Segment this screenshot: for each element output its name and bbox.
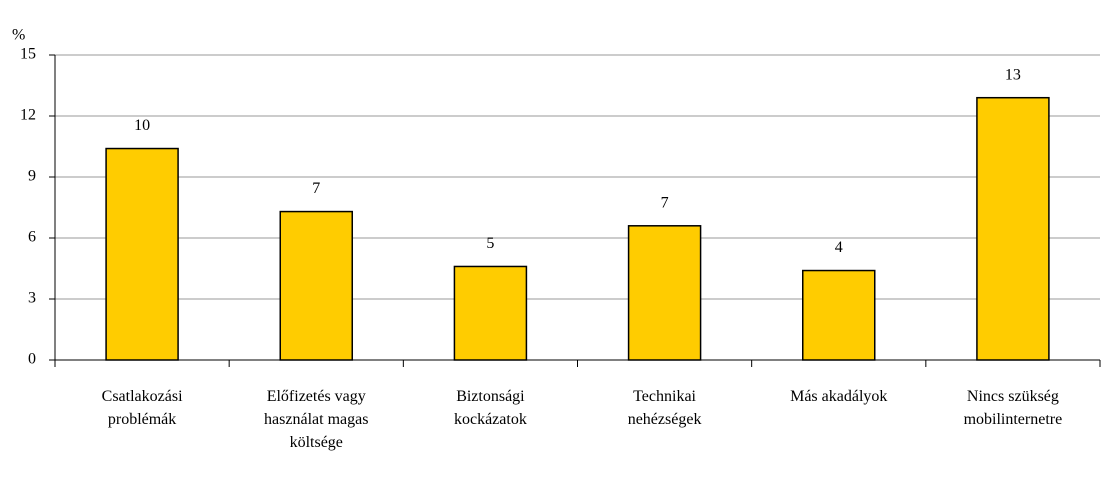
y-tick-label: 12 — [20, 107, 36, 124]
bar — [105, 147, 179, 361]
y-axis-label: % — [12, 27, 25, 44]
bar — [279, 210, 353, 361]
x-tick-label: Más akadályok — [790, 388, 888, 405]
data-label: 5 — [486, 235, 494, 252]
bar — [627, 225, 702, 361]
bar — [976, 96, 1050, 361]
y-tick-label: 9 — [28, 168, 36, 185]
x-tick-label: Nincs szükség mobilinternetre — [963, 388, 1063, 428]
data-label: 4 — [835, 239, 843, 256]
x-tick-label: Csatlakozási problémák — [101, 388, 183, 428]
y-tick-label: 3 — [28, 290, 36, 307]
data-label: 10 — [134, 117, 150, 134]
x-tick-label: Technikai nehézségek — [627, 388, 702, 428]
y-tick-label: 6 — [28, 229, 36, 246]
data-label: 13 — [1005, 66, 1021, 83]
x-tick-label: Biztonsági kockázatok — [453, 388, 527, 428]
x-tick-label: Előfizetés vagy használat magas költsége — [264, 388, 369, 451]
bar — [802, 269, 876, 361]
data-label: 7 — [312, 180, 320, 197]
data-label: 7 — [661, 194, 669, 211]
y-tick-label: 15 — [20, 46, 36, 63]
bar — [453, 265, 528, 361]
y-tick-label: 0 — [28, 351, 36, 368]
